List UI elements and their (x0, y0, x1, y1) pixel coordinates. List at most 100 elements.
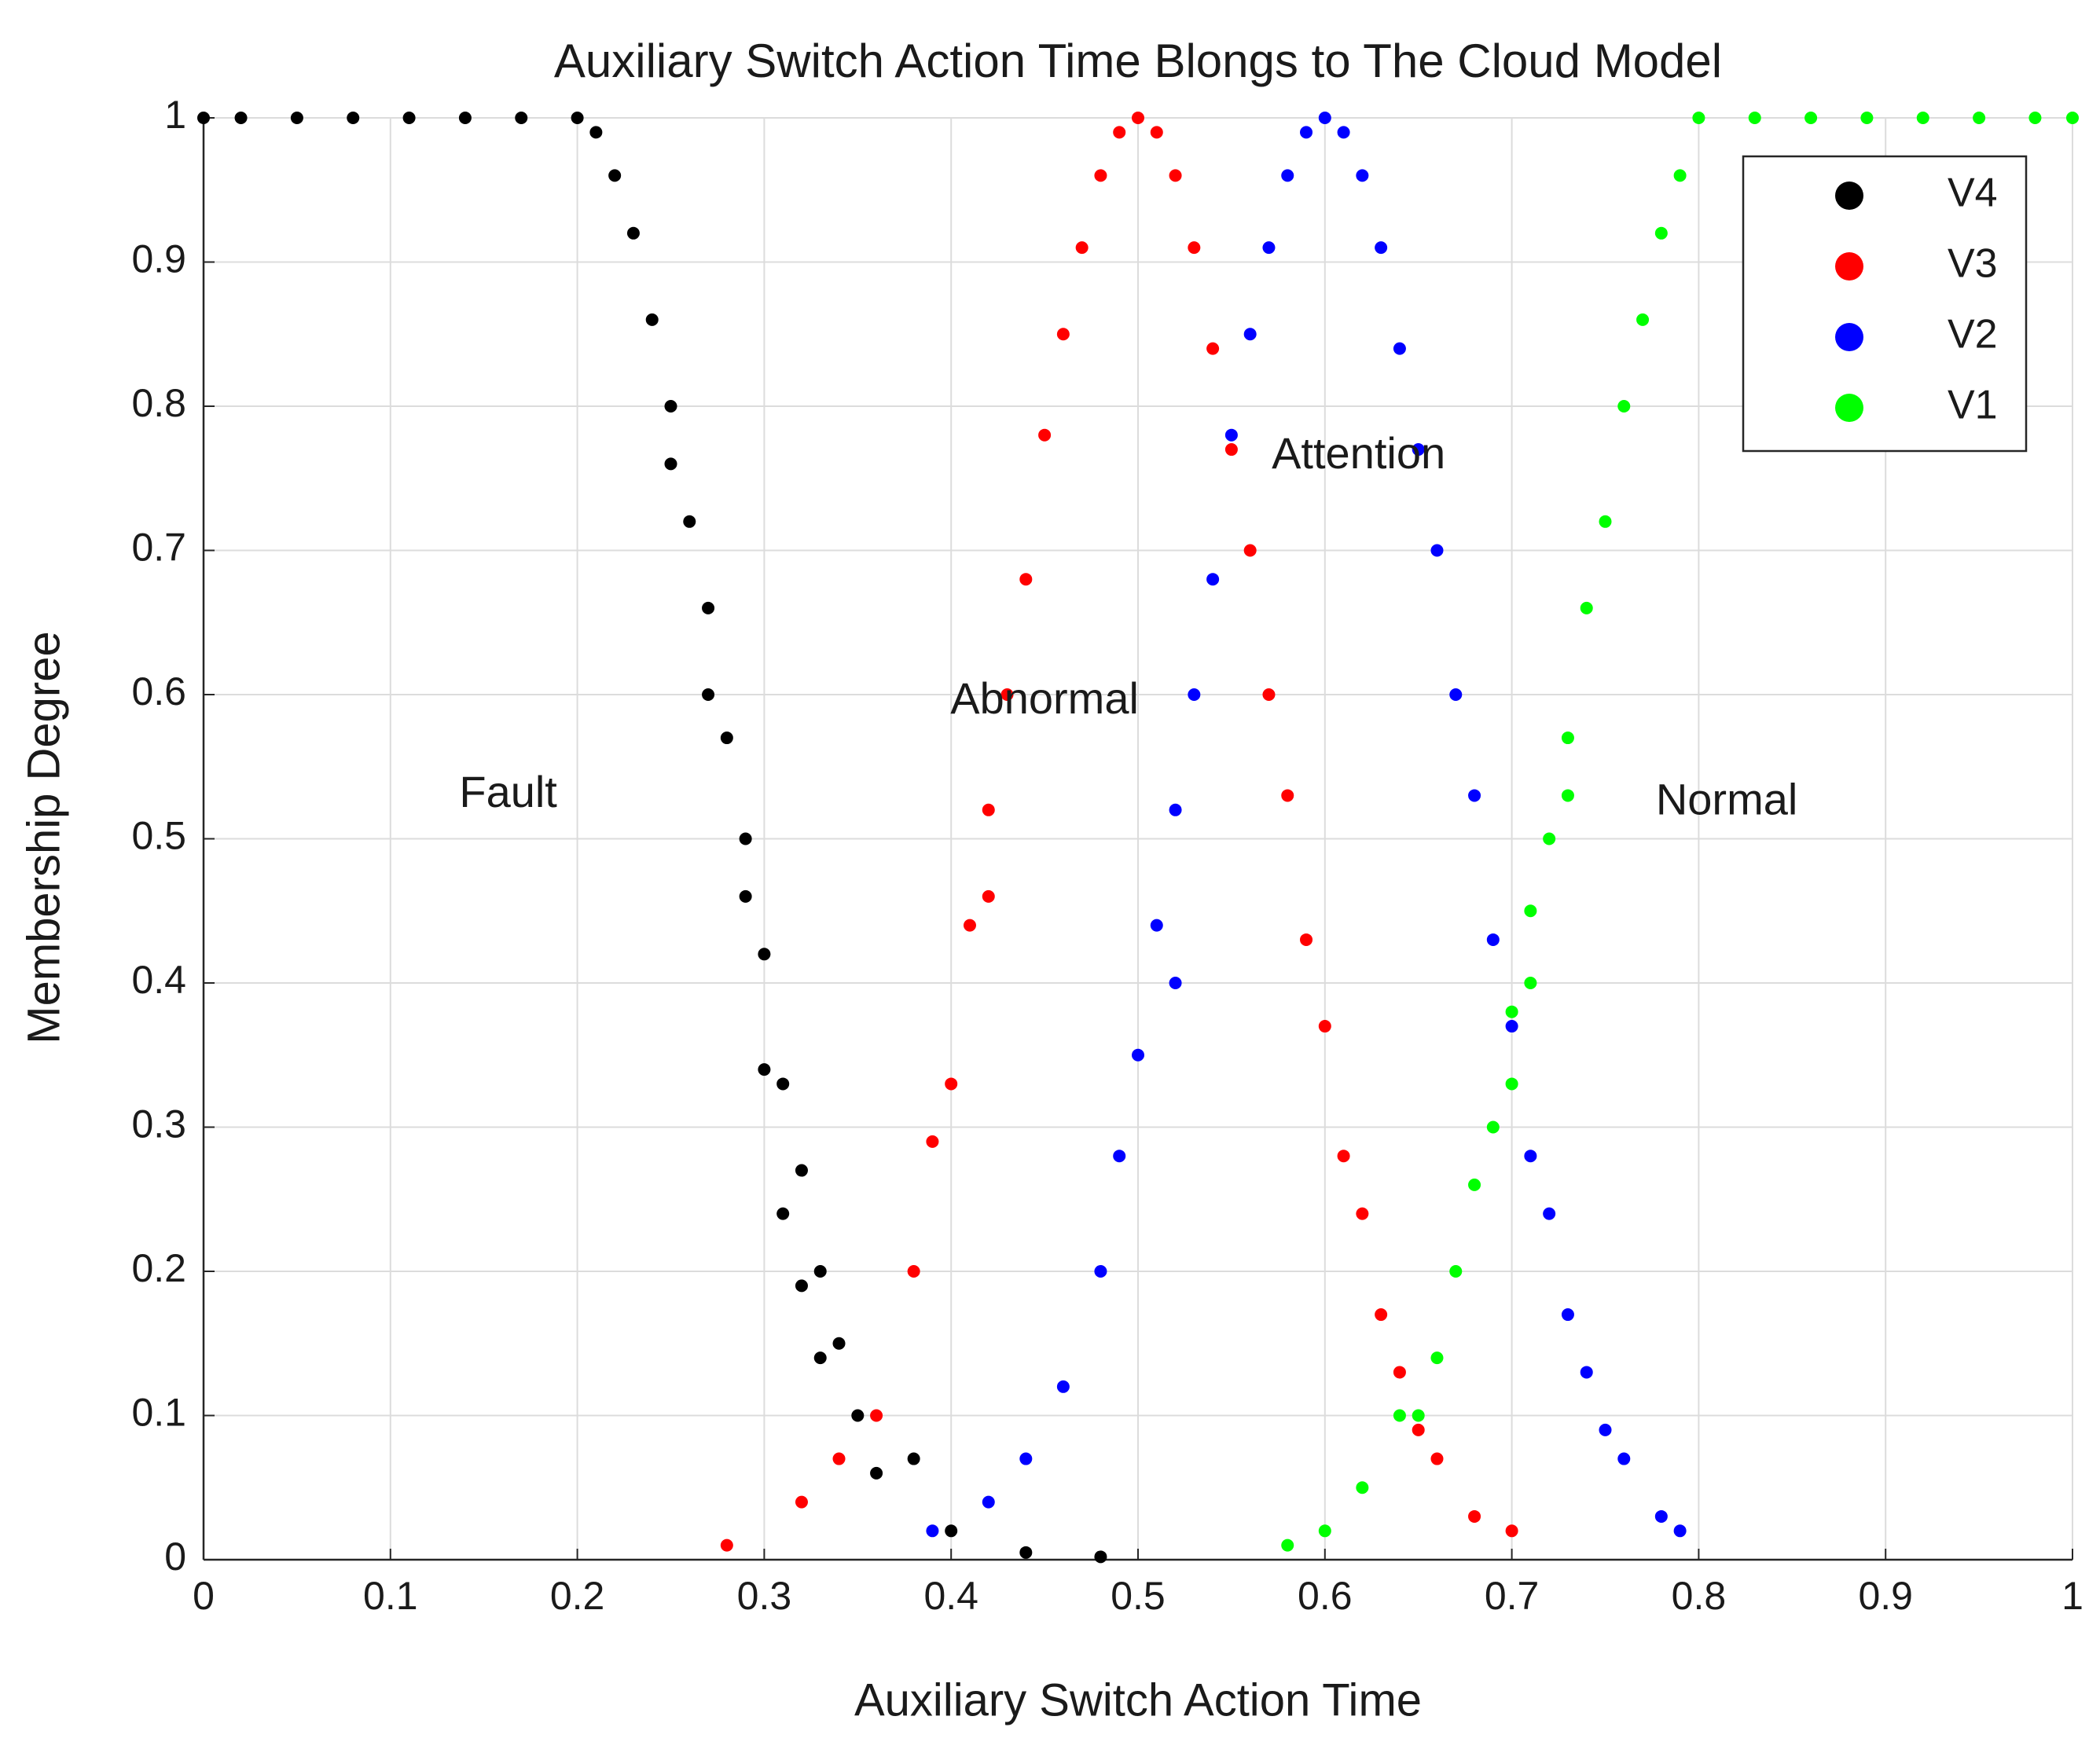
point (1262, 241, 1276, 255)
point (739, 832, 752, 845)
point (1337, 1150, 1350, 1163)
point (982, 803, 995, 816)
point (982, 1495, 995, 1509)
point (1094, 169, 1107, 182)
point (1449, 1265, 1463, 1278)
x-axis-label: Auxiliary Switch Action Time (854, 1674, 1422, 1725)
point (1113, 1150, 1126, 1163)
x-tick-label: 1 (2061, 1574, 2083, 1618)
x-tick-label: 0.6 (1298, 1574, 1353, 1618)
point (982, 889, 995, 903)
point (1561, 789, 1574, 802)
chart-title: Auxiliary Switch Action Time Blongs to T… (554, 35, 1722, 87)
point (702, 688, 715, 701)
point (1056, 1380, 1070, 1393)
point (702, 601, 715, 614)
point (1094, 1550, 1107, 1564)
point (2066, 112, 2079, 124)
y-tick-label: 0.4 (131, 958, 186, 1002)
point (571, 112, 584, 124)
point (1169, 803, 1182, 816)
point (645, 313, 659, 326)
point (795, 1164, 808, 1177)
point (945, 1524, 958, 1538)
point (1094, 1265, 1107, 1278)
point (1860, 112, 1874, 124)
point (2028, 112, 2042, 124)
point (1056, 328, 1070, 341)
point (1486, 933, 1500, 946)
point (1486, 1120, 1500, 1134)
point (1599, 515, 1612, 528)
point (1468, 1178, 1481, 1191)
point (1673, 1524, 1687, 1538)
y-tick-label: 1 (164, 93, 186, 137)
x-tick-label: 0.5 (1111, 1574, 1166, 1618)
point (1543, 1207, 1556, 1220)
point (664, 400, 677, 413)
point (1412, 1409, 1425, 1422)
legend-label: V1 (1948, 383, 1998, 428)
y-tick-label: 0.2 (131, 1246, 186, 1290)
y-tick-label: 0.9 (131, 237, 186, 281)
point (1412, 443, 1425, 457)
point (963, 919, 976, 932)
point (1300, 126, 1313, 139)
annotation: Attention (1272, 428, 1445, 478)
point (1916, 112, 1929, 124)
x-tick-label: 0.8 (1672, 1574, 1727, 1618)
point (1748, 112, 1761, 124)
point (1673, 169, 1687, 182)
point (1243, 544, 1257, 557)
point (515, 112, 528, 124)
point (795, 1279, 808, 1293)
point (664, 457, 677, 471)
point (1113, 126, 1126, 139)
point (1038, 428, 1052, 442)
point (813, 1265, 827, 1278)
point (1973, 112, 1986, 124)
point (1430, 1351, 1444, 1365)
legend-marker (1835, 394, 1863, 422)
x-tick-label: 0.7 (1485, 1574, 1540, 1618)
point (1543, 832, 1556, 845)
point (1599, 1423, 1612, 1436)
point (1654, 226, 1668, 240)
x-tick-label: 0.9 (1858, 1574, 1913, 1618)
point (907, 1265, 920, 1278)
point (1000, 688, 1014, 701)
point (776, 1077, 790, 1091)
point (1224, 443, 1238, 457)
point (1505, 1005, 1518, 1018)
point (234, 112, 248, 124)
legend-label: V3 (1948, 241, 1998, 287)
point (608, 169, 622, 182)
point (1692, 112, 1705, 124)
point (1580, 1366, 1593, 1379)
point (1356, 1481, 1369, 1494)
point (870, 1409, 883, 1422)
point (1019, 1452, 1033, 1465)
point (1019, 573, 1033, 586)
point (813, 1351, 827, 1365)
point (1318, 1524, 1331, 1538)
point (1169, 977, 1182, 989)
point (1150, 126, 1163, 139)
point (926, 1135, 939, 1148)
point (945, 1077, 958, 1091)
point (1393, 1409, 1406, 1422)
x-tick-label: 0 (193, 1574, 215, 1618)
point (720, 732, 733, 745)
legend-label: V2 (1948, 312, 1998, 358)
annotation: Fault (459, 767, 557, 816)
point (347, 112, 360, 124)
point (1468, 789, 1481, 802)
point (458, 112, 472, 124)
point (1375, 1308, 1388, 1322)
point (1804, 112, 1818, 124)
point (1524, 1150, 1537, 1163)
point (1654, 1509, 1668, 1523)
point (1430, 544, 1444, 557)
point (1318, 112, 1331, 124)
